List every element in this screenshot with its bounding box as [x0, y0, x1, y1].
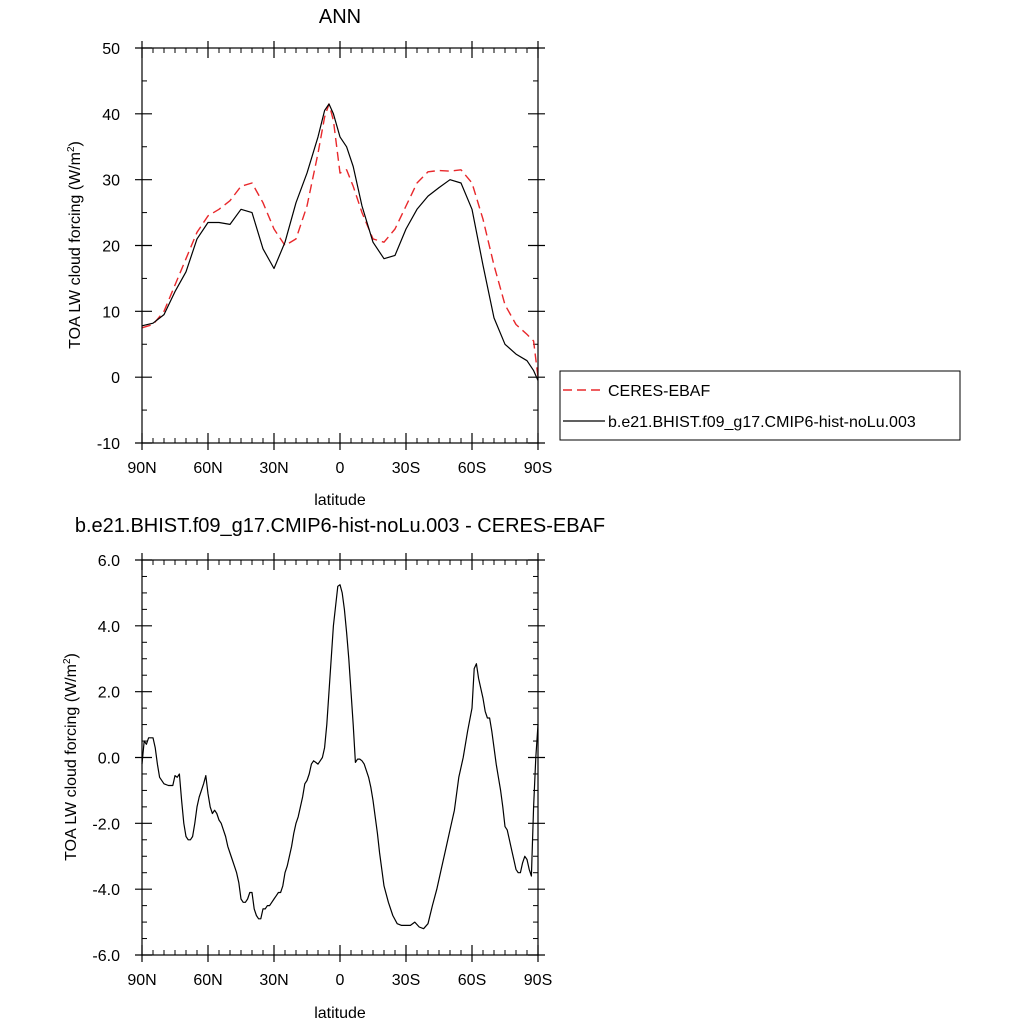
panel2-y-tick-label: 6.0	[98, 553, 120, 570]
panel2-frame	[141, 559, 539, 956]
panel2-axes: 90N 60N 30N 0 30S 60S 90S -6.0 -4.0 -2.0 0.0 2.0 4.0…	[92, 553, 552, 989]
panel1-ylabel: TOA LW cloud forcing (W/m2)	[66, 141, 84, 349]
panel1-series	[141, 103, 539, 381]
panel2-y-tick-label: -2.0	[92, 816, 120, 833]
panel2-y-tick-label: 0.0	[98, 751, 120, 768]
panel1-ylabel-sup: 2	[66, 146, 77, 152]
panel1-frame	[141, 47, 539, 444]
panel1-x-tick-label: 60S	[458, 460, 486, 477]
panel2-y-tick-label: -6.0	[92, 948, 120, 965]
panel1-x-tick-label: 30S	[392, 460, 420, 477]
panel2-ylabel-sup: 2	[62, 658, 73, 664]
panel1-y-tick-label: 20	[102, 239, 120, 256]
panel2-series	[141, 584, 539, 930]
panel1-y-tick-label: -10	[97, 436, 120, 453]
panel-difference: b.e21.BHIST.f09_g17.CMIP6-hist-noLu.003 …	[62, 515, 605, 1022]
panel2-xlabel: latitude	[314, 1005, 366, 1022]
panel-annual-mean: ANN 90N 60N 30N 0 30S 60S 90S -10 0 10 20 30 40 50 la…	[66, 6, 961, 509]
legend-label-model: b.e21.BHIST.f09_g17.CMIP6-hist-noLu.003	[608, 414, 916, 431]
panel1-x-tick-label: 60N	[193, 460, 222, 477]
panel1-y-tick-label: 0	[111, 370, 120, 387]
panel1-x-tick-label: 30N	[259, 460, 288, 477]
panel2-y-tick-label: -4.0	[92, 882, 120, 899]
panel2-ylabel: TOA LW cloud forcing (W/m2)	[62, 653, 80, 861]
panel1-xlabel: latitude	[314, 492, 366, 509]
panel1-x-tick-label: 0	[336, 460, 345, 477]
panel1-ylabel-close: )	[67, 141, 84, 146]
panel2-ylabel-text: TOA LW cloud forcing (W/m	[63, 664, 80, 861]
panel1-axes: 90N 60N 30N 0 30S 60S 90S -10 0 10 20 30 40 50	[97, 41, 552, 477]
panel1-y-tick-label: 40	[102, 107, 120, 124]
panel1-y-tick-label: 50	[102, 41, 120, 58]
legend-box	[559, 370, 961, 441]
panel2-x-tick-label: 60S	[458, 972, 486, 989]
panel1-title: ANN	[319, 6, 361, 28]
panel2-x-tick-label: 60N	[193, 972, 222, 989]
panel1-series-line-model	[141, 103, 539, 381]
panel1-series-line-ceres-ebaf	[141, 103, 539, 378]
panel2-x-tick-label: 0	[336, 972, 345, 989]
panel2-y-tick-label: 2.0	[98, 685, 120, 702]
panel1-x-tick-label: 90N	[127, 460, 156, 477]
panel2-ylabel-close: )	[63, 653, 80, 658]
panel1-legend: CERES-EBAF b.e21.BHIST.f09_g17.CMIP6-his…	[559, 370, 961, 441]
panel1-ylabel-text: TOA LW cloud forcing (W/m	[67, 152, 84, 349]
panel1-y-tick-label: 30	[102, 173, 120, 190]
panel2-x-tick-label: 90N	[127, 972, 156, 989]
panel1-y-tick-label: 10	[102, 304, 120, 321]
panel2-title: b.e21.BHIST.f09_g17.CMIP6-hist-noLu.003 …	[75, 515, 605, 537]
legend-label-ceres: CERES-EBAF	[608, 383, 710, 400]
panel2-y-tick-label: 4.0	[98, 619, 120, 636]
panel2-x-tick-label: 30N	[259, 972, 288, 989]
panel2-x-tick-label: 30S	[392, 972, 420, 989]
panel2-series-line-model	[141, 584, 539, 930]
panel2-x-tick-label: 90S	[524, 972, 552, 989]
panel1-x-tick-label: 90S	[524, 460, 552, 477]
